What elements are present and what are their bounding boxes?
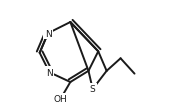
- Text: N: N: [46, 68, 53, 77]
- Text: S: S: [90, 85, 96, 94]
- Text: OH: OH: [54, 94, 67, 103]
- Text: N: N: [45, 29, 51, 38]
